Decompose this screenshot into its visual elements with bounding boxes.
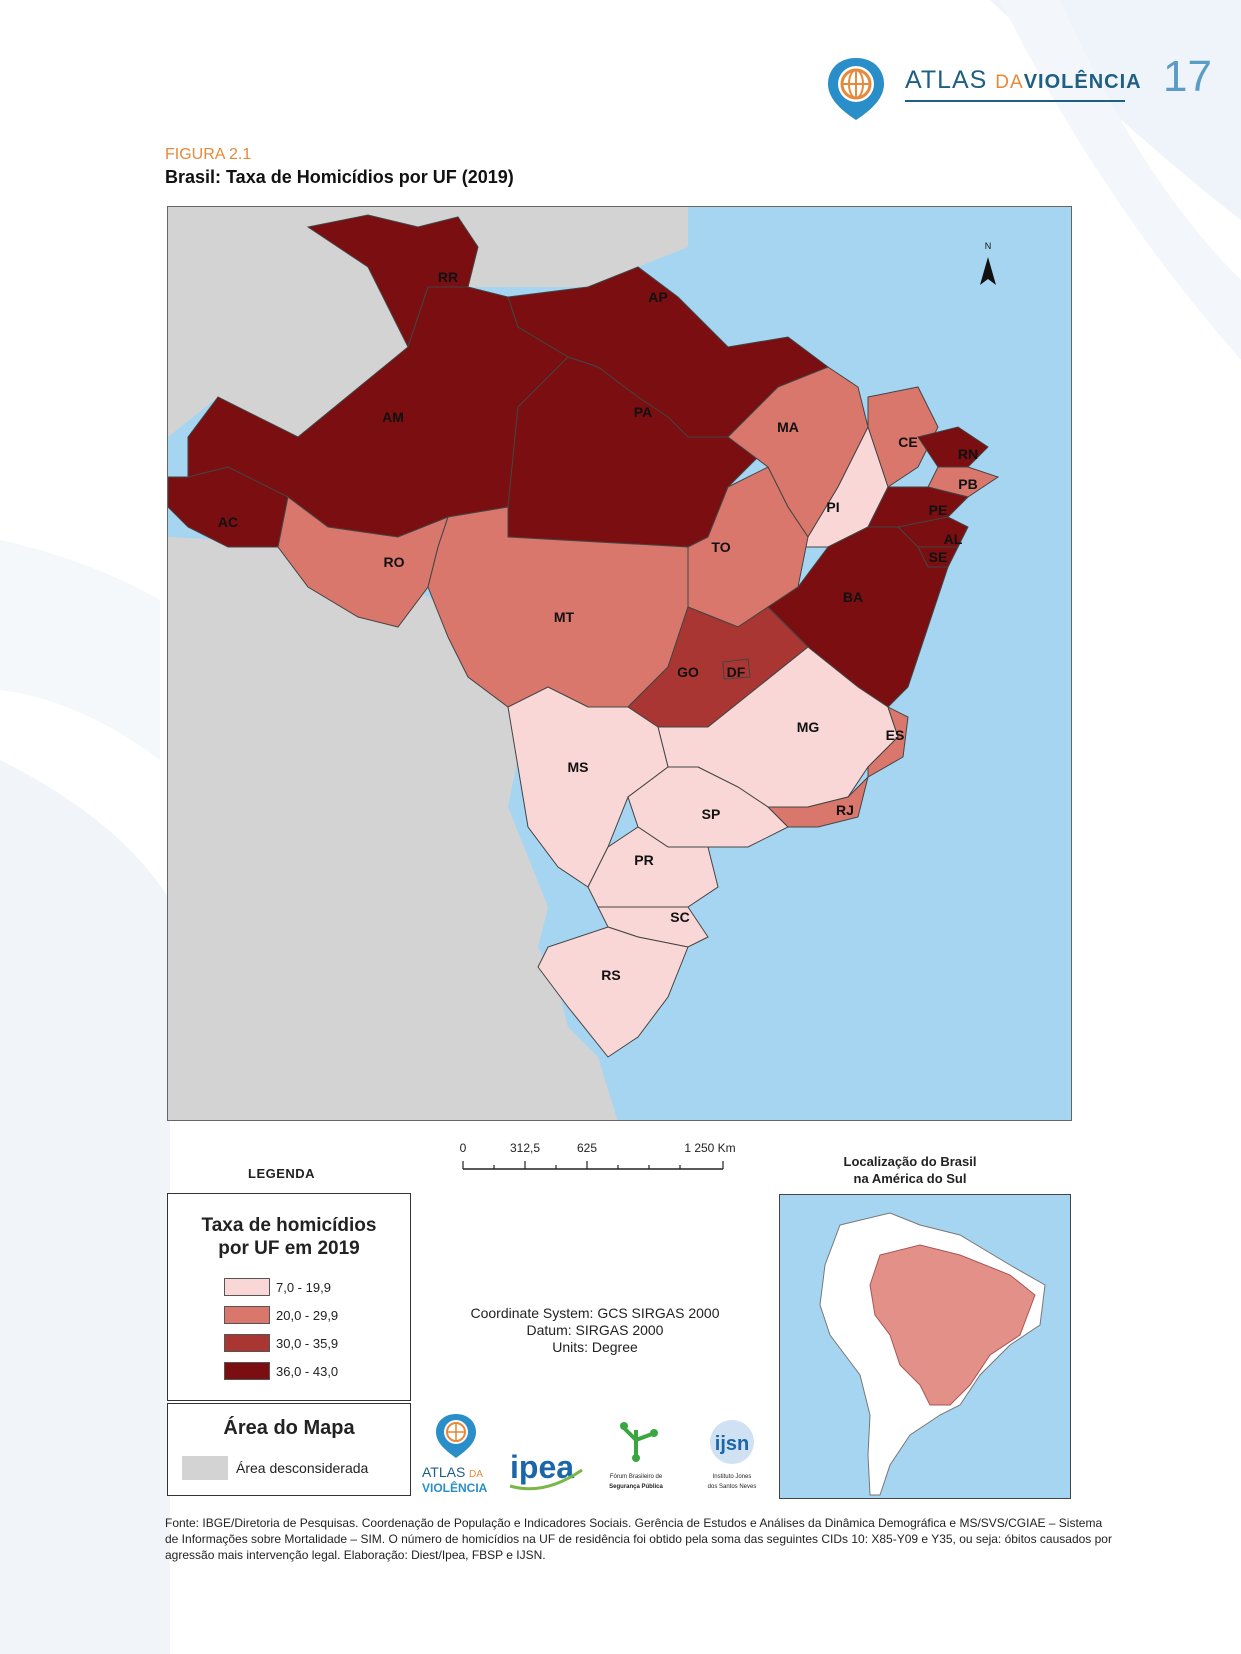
legend-swatch: [182, 1456, 228, 1480]
scale-tick-0: 0: [460, 1141, 467, 1155]
label-pe: PE: [929, 502, 948, 518]
disregarded-area-south-america: [168, 537, 618, 1120]
label-rs: RS: [601, 967, 620, 983]
label-df: DF: [727, 664, 746, 680]
legend-item-disregarded: Área desconsiderada: [182, 1456, 368, 1480]
legend-heading: LEGENDA: [248, 1166, 316, 1181]
inset-map: [779, 1194, 1071, 1499]
page-number: 17: [1163, 52, 1212, 101]
logo-underline: [905, 100, 1125, 102]
atlas-partner-text: ATLAS: [422, 1464, 465, 1480]
label-ce: CE: [898, 434, 917, 450]
partner-logos: ATLAS DA VIOLÊNCIA ipea Fórum Brasileiro…: [414, 1410, 774, 1500]
ijsn-text-2: dos Santos Neves: [708, 1484, 757, 1490]
state-rr: [306, 214, 479, 349]
inset-title: Localização do Brasil na América do Sul: [843, 1154, 977, 1186]
ijsn-logo-icon: [710, 1420, 754, 1464]
state-rj: [766, 775, 869, 828]
scale-tick-2: 625: [577, 1141, 597, 1155]
label-ro: RO: [384, 554, 405, 570]
label-mg: MG: [797, 719, 820, 735]
legend-item-class-3: 30,0 - 35,9: [224, 1333, 338, 1353]
legend-swatch: [224, 1334, 270, 1352]
label-pi: PI: [826, 499, 839, 515]
map-area-box: Área do Mapa Área desconsiderada: [167, 1403, 411, 1496]
source-note: Fonte: IBGE/Diretoria de Pesquisas. Coor…: [165, 1516, 1112, 1562]
scale-bar: 0 312,5 625 1 250 Km: [455, 1137, 785, 1177]
legend-swatch: [224, 1362, 270, 1380]
fbsp-logo-icon: [620, 1422, 658, 1462]
label-go: GO: [677, 664, 699, 680]
label-sp: SP: [702, 806, 721, 822]
legend-box: Taxa de homicídios por UF em 2019 7,0 - …: [167, 1193, 411, 1401]
fbsp-text-2: Segurança Pública: [609, 1484, 663, 1490]
fbsp-text-1: Fórum Brasileiro de: [610, 1474, 663, 1480]
atlas-logo-icon: [828, 58, 884, 120]
label-es: ES: [886, 727, 905, 743]
coordinate-info: Coordinate System: GCS SIRGAS 2000 Datum…: [470, 1305, 720, 1355]
label-al: AL: [944, 531, 963, 547]
label-se: SE: [929, 549, 948, 565]
label-pb: PB: [958, 476, 977, 492]
brazil-highlight: [869, 1244, 1036, 1406]
legend-item-class-4: 36,0 - 43,0: [224, 1361, 338, 1381]
label-pr: PR: [634, 852, 653, 868]
state-rn: [917, 426, 989, 468]
label-to: TO: [711, 539, 730, 555]
north-arrow-icon: N: [980, 241, 996, 285]
label-rn: RN: [958, 446, 978, 462]
label-rr: RR: [438, 269, 458, 285]
ijsn-logo: ijsn: [715, 1433, 749, 1455]
legend-item-class-2: 20,0 - 29,9: [224, 1305, 338, 1325]
label-ap: AP: [648, 289, 667, 305]
atlas-partner-logo-icon: [436, 1414, 476, 1458]
legend-title: Taxa de homicídios por UF em 2019: [201, 1215, 377, 1259]
figure-label: FIGURA 2.1: [165, 146, 252, 163]
state-pb: [927, 466, 1000, 498]
legend-swatch: [224, 1306, 270, 1324]
scale-tick-1: 312,5: [510, 1141, 540, 1155]
scale-tick-3: 1 250 Km: [684, 1141, 735, 1155]
state-df: [722, 658, 751, 680]
label-mt: MT: [554, 609, 575, 625]
brazil-map: N RR AP AM PA AC MA CE RN PB PI PE AL SE…: [167, 206, 1072, 1121]
disregarded-area-northwest: [168, 217, 408, 437]
legend-swatch: [224, 1278, 270, 1296]
label-ma: MA: [777, 419, 799, 435]
label-am: AM: [382, 409, 404, 425]
map-area-title: Área do Mapa: [223, 1417, 355, 1439]
label-ms: MS: [568, 759, 589, 775]
legend-item-class-1: 7,0 - 19,9: [224, 1277, 331, 1297]
figure-title: Brasil: Taxa de Homicídios por UF (2019): [165, 167, 514, 187]
label-ba: BA: [843, 589, 863, 605]
label-pa: PA: [634, 404, 652, 420]
svg-text:N: N: [985, 241, 992, 251]
label-ac: AC: [218, 514, 238, 530]
label-rj: RJ: [836, 802, 854, 818]
atlas-logo-text: ATLAS DAVIOLÊNCIA: [905, 66, 1142, 94]
ijsn-text-1: Instituto Jones: [713, 1474, 752, 1480]
atlas-partner-violencia: VIOLÊNCIA: [422, 1480, 488, 1495]
label-sc: SC: [670, 909, 689, 925]
atlas-partner-da: DA: [469, 1469, 483, 1480]
state-rs: [537, 926, 689, 1058]
